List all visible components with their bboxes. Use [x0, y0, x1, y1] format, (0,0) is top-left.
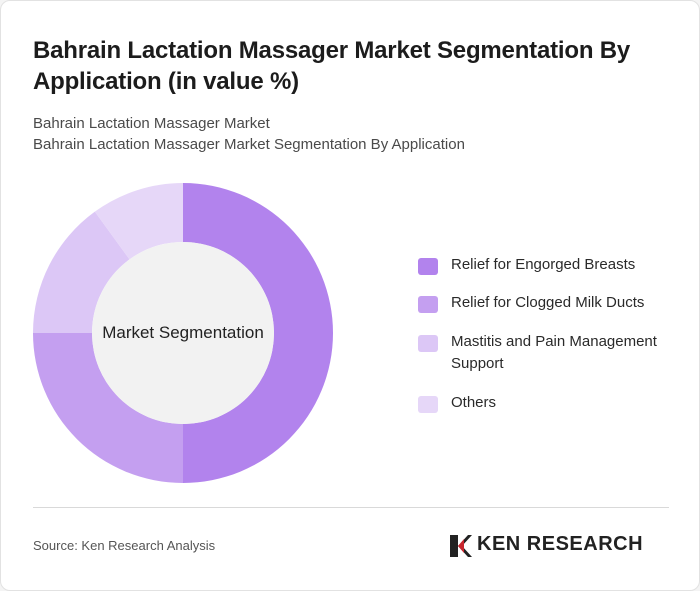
donut-center — [92, 242, 274, 424]
legend-label-engorged-breasts: Relief for Engorged Breasts — [451, 256, 636, 273]
legend-swatch-engorged-breasts — [418, 258, 438, 275]
logo-text: KEN RESEARCH — [477, 533, 644, 555]
chart-subtitle-segmentation: Bahrain Lactation Massager Market Segmen… — [33, 136, 465, 153]
donut-slice-clogged-milk-ducts — [33, 333, 183, 483]
legend-label-mastitis: Mastitis and Pain Management Support — [451, 333, 657, 372]
source-note: Source: Ken Research Analysis — [33, 538, 216, 553]
donut-slice-mastitis — [33, 211, 130, 333]
donut-slice-engorged-breasts — [183, 183, 333, 483]
ken-research-logo: KEN RESEARCH — [447, 531, 671, 559]
legend-label-others: Others — [451, 394, 497, 411]
ken-research-logo-icon — [450, 535, 472, 557]
legend-label-clogged-milk-ducts: Relief for Clogged Milk Ducts — [451, 294, 645, 311]
legend-swatch-mastitis — [418, 335, 438, 352]
donut-center-label: Market Segmentation — [102, 323, 264, 342]
legend-swatch-clogged-milk-ducts — [418, 296, 438, 313]
legend-swatch-others — [418, 396, 438, 413]
chart-title: Bahrain Lactation Massager Market Segmen… — [33, 37, 631, 95]
footer-divider — [33, 507, 669, 508]
chart-subtitle-market: Bahrain Lactation Massager Market — [33, 115, 270, 132]
donut-chart — [33, 183, 333, 483]
donut-slice-others — [94, 183, 183, 260]
